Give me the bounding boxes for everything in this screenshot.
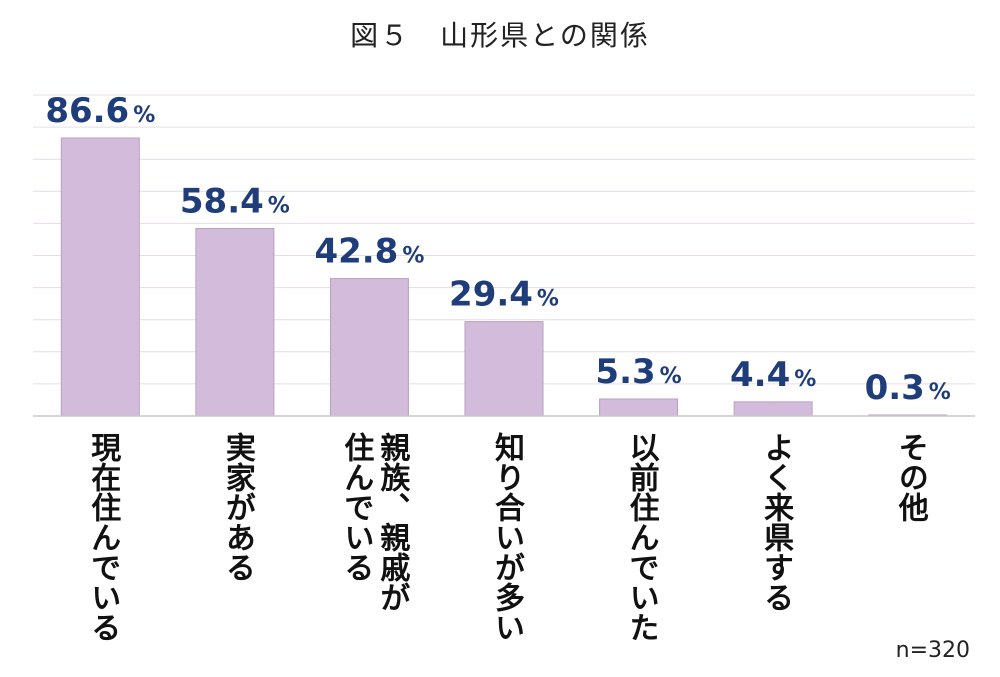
data-label: 58.4%	[180, 182, 290, 222]
data-label: 0.3%	[865, 368, 951, 408]
bar	[733, 401, 813, 417]
bar	[599, 398, 679, 417]
category-label: 実家がある	[219, 432, 255, 582]
chart-title: 図５ 山形県との関係	[350, 19, 650, 52]
value-labels: 86.6 % 58.4 % 42.8 % 29.4 % 5.3% 4.4% 0.3%	[45, 91, 951, 408]
bar	[329, 278, 409, 417]
bars	[60, 137, 948, 417]
bar	[195, 228, 275, 417]
bar	[464, 321, 544, 417]
data-label: 29.4%	[449, 275, 559, 315]
category-label: その他	[892, 432, 928, 522]
category-label: 以前住んでいた	[623, 432, 659, 642]
category-label: 親族、親戚が 住んでいる	[338, 432, 410, 612]
data-label: 86.6%	[45, 91, 155, 131]
category-label: よく来県する	[758, 432, 794, 612]
sample-size-note: n=320	[895, 638, 970, 663]
category-label: 現在住んでいる	[85, 432, 121, 642]
data-label: 4.4%	[730, 355, 816, 395]
category-label: 知り合いが多い	[489, 432, 524, 642]
bar	[60, 137, 140, 417]
data-label: 5.3%	[595, 352, 681, 392]
data-label: 42.8%	[314, 232, 424, 272]
